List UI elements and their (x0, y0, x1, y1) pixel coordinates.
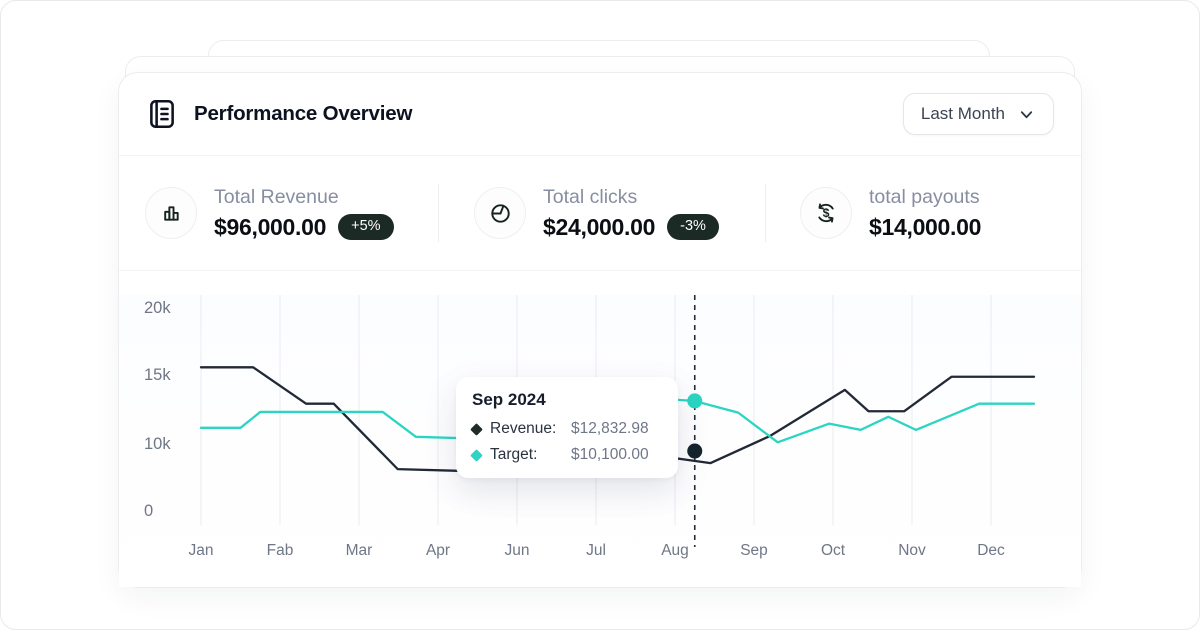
pie-chart-icon (474, 187, 526, 239)
y-axis-label: 0 (144, 502, 153, 520)
stat-total-clicks: Total clicks $24,000.00 -3% (439, 186, 765, 241)
stat-total-revenue: Total Revenue $96,000.00 +5% (119, 186, 438, 241)
x-axis-label: Mar (346, 542, 373, 559)
chart-tooltip: Sep 2024 Revenue: $12,832.98 Target: $10… (456, 377, 678, 478)
performance-overview-card: Performance Overview Last Month Total Re… (118, 72, 1082, 588)
stat-label: Total clicks (543, 185, 638, 208)
x-axis-label: Sep (740, 542, 768, 559)
stat-change-badge: -3% (667, 214, 719, 240)
x-axis-label: Oct (821, 542, 846, 559)
performance-chart[interactable]: 0 10k 15k 20k Jan Fab Mar Apr Jun Jul Aug Sep Oct Nov… (119, 295, 1081, 587)
x-axis-label: Aug (661, 542, 689, 559)
time-range-dropdown[interactable]: Last Month (902, 93, 1054, 135)
x-axis-label: Fab (267, 542, 294, 559)
chart-marker-revenue[interactable] (687, 443, 703, 459)
x-axis-label: Jan (189, 542, 214, 559)
card-header: Performance Overview Last Month (119, 73, 1081, 156)
y-axis-label: 20k (144, 299, 171, 317)
stats-divider (765, 184, 766, 242)
x-axis-label: Nov (898, 542, 926, 559)
tooltip-value: $12,832.98 (571, 420, 649, 437)
tooltip-label: Revenue: (490, 420, 557, 437)
x-axis-label: Dec (977, 542, 1005, 559)
notebook-icon (145, 97, 179, 131)
series-target-line (199, 398, 1036, 444)
svg-text:$: $ (823, 206, 830, 220)
tooltip-value: $10,100.00 (571, 446, 649, 463)
chevron-down-icon (1017, 105, 1036, 124)
tooltip-title: Sep 2024 (472, 390, 546, 409)
stat-value: $14,000.00 (869, 213, 982, 240)
payout-refresh-icon: $ (800, 187, 852, 239)
stat-total-payouts: $ total payouts $14,000.00 (766, 186, 1081, 241)
x-axis-label: Jun (505, 542, 530, 559)
stat-change-badge: +5% (338, 214, 394, 240)
x-axis-label: Apr (426, 542, 450, 559)
stat-value: $96,000.00 (214, 213, 327, 240)
tooltip-row-target: Target: $10,100.00 (470, 446, 662, 464)
stat-label: total payouts (869, 185, 980, 208)
revenue-diamond-icon (470, 422, 483, 436)
stat-value: $24,000.00 (543, 213, 656, 240)
stat-label: Total Revenue (214, 185, 339, 208)
chart-marker-target[interactable] (687, 393, 703, 409)
tooltip-label: Target: (490, 446, 538, 463)
stats-divider (438, 184, 439, 242)
page-title: Performance Overview (194, 102, 413, 125)
time-range-label: Last Month (920, 104, 1005, 123)
bar-chart-icon (145, 187, 197, 239)
x-axis-label: Jul (586, 542, 606, 559)
y-axis-label: 10k (144, 435, 171, 453)
y-axis-label: 15k (144, 366, 171, 384)
tooltip-row-revenue: Revenue: $12,832.98 (470, 420, 662, 438)
stats-row: Total Revenue $96,000.00 +5% Total click… (119, 156, 1081, 271)
target-diamond-icon (470, 448, 483, 462)
